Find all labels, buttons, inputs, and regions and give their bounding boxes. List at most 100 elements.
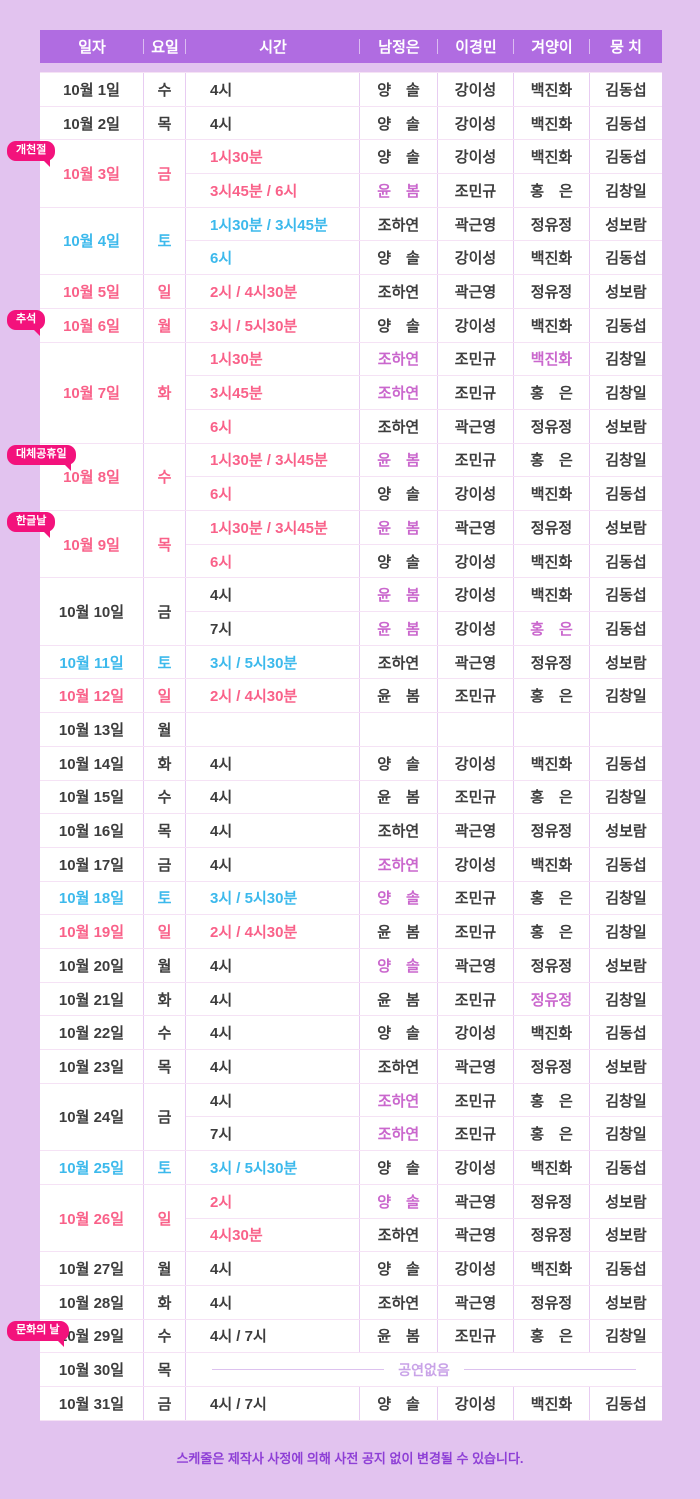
cast-cell: 김동섭 [605, 1025, 647, 1043]
day-row: 10월 11일 토 3시 / 5시30분 조하연 곽근영 정유정 성보람 [40, 645, 662, 680]
show-row: 6시 조하연 곽근영 정유정 성보람 [186, 408, 662, 443]
cast-cell: 양 솔 [360, 1151, 438, 1184]
date-cell: 10월 5일 [40, 275, 144, 308]
cast-cell: 곽근영 [438, 1285, 514, 1319]
day-row: 10월 26일 일 2시 양 솔 곽근영 정유정 성보람 4시30분 조하연 곽근영 정유정 성보람 [40, 1184, 662, 1253]
show-row: 1시30분 / 3시45분 윤 봄 곽근영 정유정 성보람 [186, 511, 662, 544]
cast-cell: 김창일 [605, 890, 647, 908]
date-cell: 10월 14일 [40, 746, 144, 780]
day-row: 10월 2일 목 4시 양 솔 강이성 백진화 김동섭 [40, 106, 662, 141]
cast-cell: 김창일 [605, 789, 647, 807]
show-row: 7시 조하연 조민규 홍 은 김창일 [186, 1116, 662, 1151]
weekday-cell: 일 [144, 915, 186, 948]
weekday-cell: 목 [144, 106, 186, 140]
show-row: 3시 / 5시30분 양 솔 조민규 홍 은 김창일 [186, 881, 662, 915]
holiday-badge: 개천절 [7, 141, 56, 168]
holiday-badge: 한글날 [7, 512, 56, 539]
cast-cell: 김동섭 [605, 856, 647, 874]
footer-note: 스케줄은 제작사 사정에 의해 사전 공지 없이 변경될 수 있습니다. [176, 1451, 524, 1466]
day-row: 10월 19일 일 2시 / 4시30분 윤 봄 조민규 홍 은 김창일 [40, 915, 662, 949]
header-col-0: 일자 [40, 30, 144, 63]
show-row: 3시45분 조하연 조민규 홍 은 김창일 [186, 375, 662, 409]
day-row: 개천절 10월 3일 금 1시30분 양 솔 강이성 백진화 김동섭 3시45분 / 6시 윤 봄… [7, 140, 662, 208]
date-cell: 10월 12일 [40, 679, 144, 713]
time-cell: 7시 [186, 1117, 360, 1151]
holiday-badge: 문화의 날 [7, 1320, 69, 1347]
time-cell: 6시 [186, 409, 360, 443]
show-row: 4시 양 솔 강이성 백진화 김동섭 [186, 1252, 662, 1285]
show-row: 1시30분 / 3시45분 윤 봄 조민규 홍 은 김창일 [186, 443, 662, 477]
day-row: 10월 20일 월 4시 양 솔 곽근영 정유정 성보람 [40, 948, 662, 983]
day-row: 10월 30일 목 공연없음 [40, 1353, 662, 1387]
cast-cell: 조민규 [438, 881, 514, 915]
cast-cell [360, 713, 438, 746]
show-list: 4시 조하연 곽근영 정유정 성보람 [186, 1050, 662, 1083]
header-col-2: 시간 [186, 30, 360, 63]
show-row: 2시 / 4시30분 윤 봄 조민규 홍 은 김창일 [186, 915, 662, 948]
show-list: 2시 / 4시30분 조하연 곽근영 정유정 성보람 [186, 275, 662, 308]
weekday-cell: 수 [144, 1016, 186, 1050]
date-cell: 10월 23일 [40, 1050, 144, 1083]
cast-cell: 정유정 [514, 207, 590, 241]
weekday-cell: 화 [144, 746, 186, 780]
time-cell: 4시 [186, 1285, 360, 1319]
show-list: 1시30분 양 솔 강이성 백진화 김동섭 3시45분 / 6시 윤 봄 조민규 홍 은 김창일 [186, 140, 662, 207]
time-cell: 4시 / 7시 [186, 1386, 360, 1420]
show-row: 4시 조하연 조민규 홍 은 김창일 [186, 1083, 662, 1117]
show-row: 3시 / 5시30분 조하연 곽근영 정유정 성보람 [186, 645, 662, 679]
weekday-cell: 토 [144, 881, 186, 915]
time-cell: 6시 [186, 241, 360, 275]
date-cell: 10월 2일 [40, 106, 144, 140]
show-row: 2시 / 4시30분 조하연 곽근영 정유정 성보람 [186, 275, 662, 308]
cast-cell: 윤 봄 [360, 443, 438, 477]
cast-cell: 윤 봄 [360, 174, 438, 207]
date-cell: 10월 6일 [40, 308, 144, 342]
cast-cell: 김동섭 [605, 1261, 647, 1279]
date-cell: 10월 22일 [40, 1016, 144, 1050]
day-row: 10월 17일 금 4시 조하연 강이성 백진화 김동섭 [40, 847, 662, 882]
time-cell: 6시 [186, 477, 360, 511]
time-cell: 4시 [186, 1050, 360, 1083]
date-cell: 10월 4일 [40, 207, 144, 275]
day-row: 10월 14일 화 4시 양 솔 강이성 백진화 김동섭 [40, 746, 662, 781]
cast-cell: 정유정 [514, 1218, 590, 1252]
show-list: 4시 조하연 조민규 홍 은 김창일 7시 조하연 조민규 홍 은 김창일 [186, 1083, 662, 1151]
cast-cell: 홍 은 [514, 1083, 590, 1117]
date-cell: 10월 18일 [40, 881, 144, 915]
cast-cell: 김동섭 [605, 317, 647, 335]
day-row: 문화의 날 10월 29일 수 4시 / 7시 윤 봄 조민규 홍 은 김창일 [7, 1319, 662, 1354]
date-cell: 10월 9일 [40, 511, 144, 578]
date-cell: 10월 13일 [40, 713, 144, 746]
weekday-cell: 월 [144, 308, 186, 342]
cast-cell: 곽근영 [438, 1184, 514, 1218]
cast-cell: 조하연 [360, 1117, 438, 1151]
time-cell: 4시 / 7시 [186, 1319, 360, 1353]
weekday-cell: 월 [144, 948, 186, 982]
cast-cell: 정유정 [514, 275, 590, 308]
cast-cell: 강이성 [438, 106, 514, 140]
day-row: 10월 1일 수 4시 양 솔 강이성 백진화 김동섭 [40, 73, 662, 107]
cast-cell: 양 솔 [360, 140, 438, 174]
cast-cell: 백진화 [514, 1386, 590, 1420]
time-cell: 6시 [186, 544, 360, 578]
cast-cell: 성보람 [605, 284, 647, 301]
cast-cell: 김창일 [605, 351, 647, 369]
cast-cell: 강이성 [438, 1151, 514, 1184]
cast-cell: 조하연 [360, 1285, 438, 1319]
cast-cell: 조민규 [438, 1319, 514, 1353]
weekday-cell: 금 [144, 578, 186, 645]
show-row: 1시30분 조하연 조민규 백진화 김창일 [186, 342, 662, 376]
show-list: 1시30분 / 3시45분 윤 봄 곽근영 정유정 성보람 6시 양 솔 강이성 백진화 김동섭 [186, 511, 662, 578]
cast-cell: 조민규 [438, 1083, 514, 1117]
cast-cell: 양 솔 [360, 948, 438, 982]
show-row: 1시30분 / 3시45분 조하연 곽근영 정유정 성보람 [186, 207, 662, 241]
time-cell: 1시30분 / 3시45분 [186, 443, 360, 477]
day-row: 10월 23일 목 4시 조하연 곽근영 정유정 성보람 [40, 1050, 662, 1084]
weekday-cell: 토 [144, 645, 186, 679]
show-row: 6시 양 솔 강이성 백진화 김동섭 [186, 543, 662, 578]
day-row: 한글날 10월 9일 목 1시30분 / 3시45분 윤 봄 곽근영 정유정 성보람 6시 양 솔… [7, 511, 662, 579]
show-row: 4시 양 솔 강이성 백진화 김동섭 [186, 746, 662, 780]
cast-cell: 윤 봄 [360, 612, 438, 645]
date-cell: 10월 1일 [40, 73, 144, 106]
cast-cell: 백진화 [514, 73, 590, 106]
